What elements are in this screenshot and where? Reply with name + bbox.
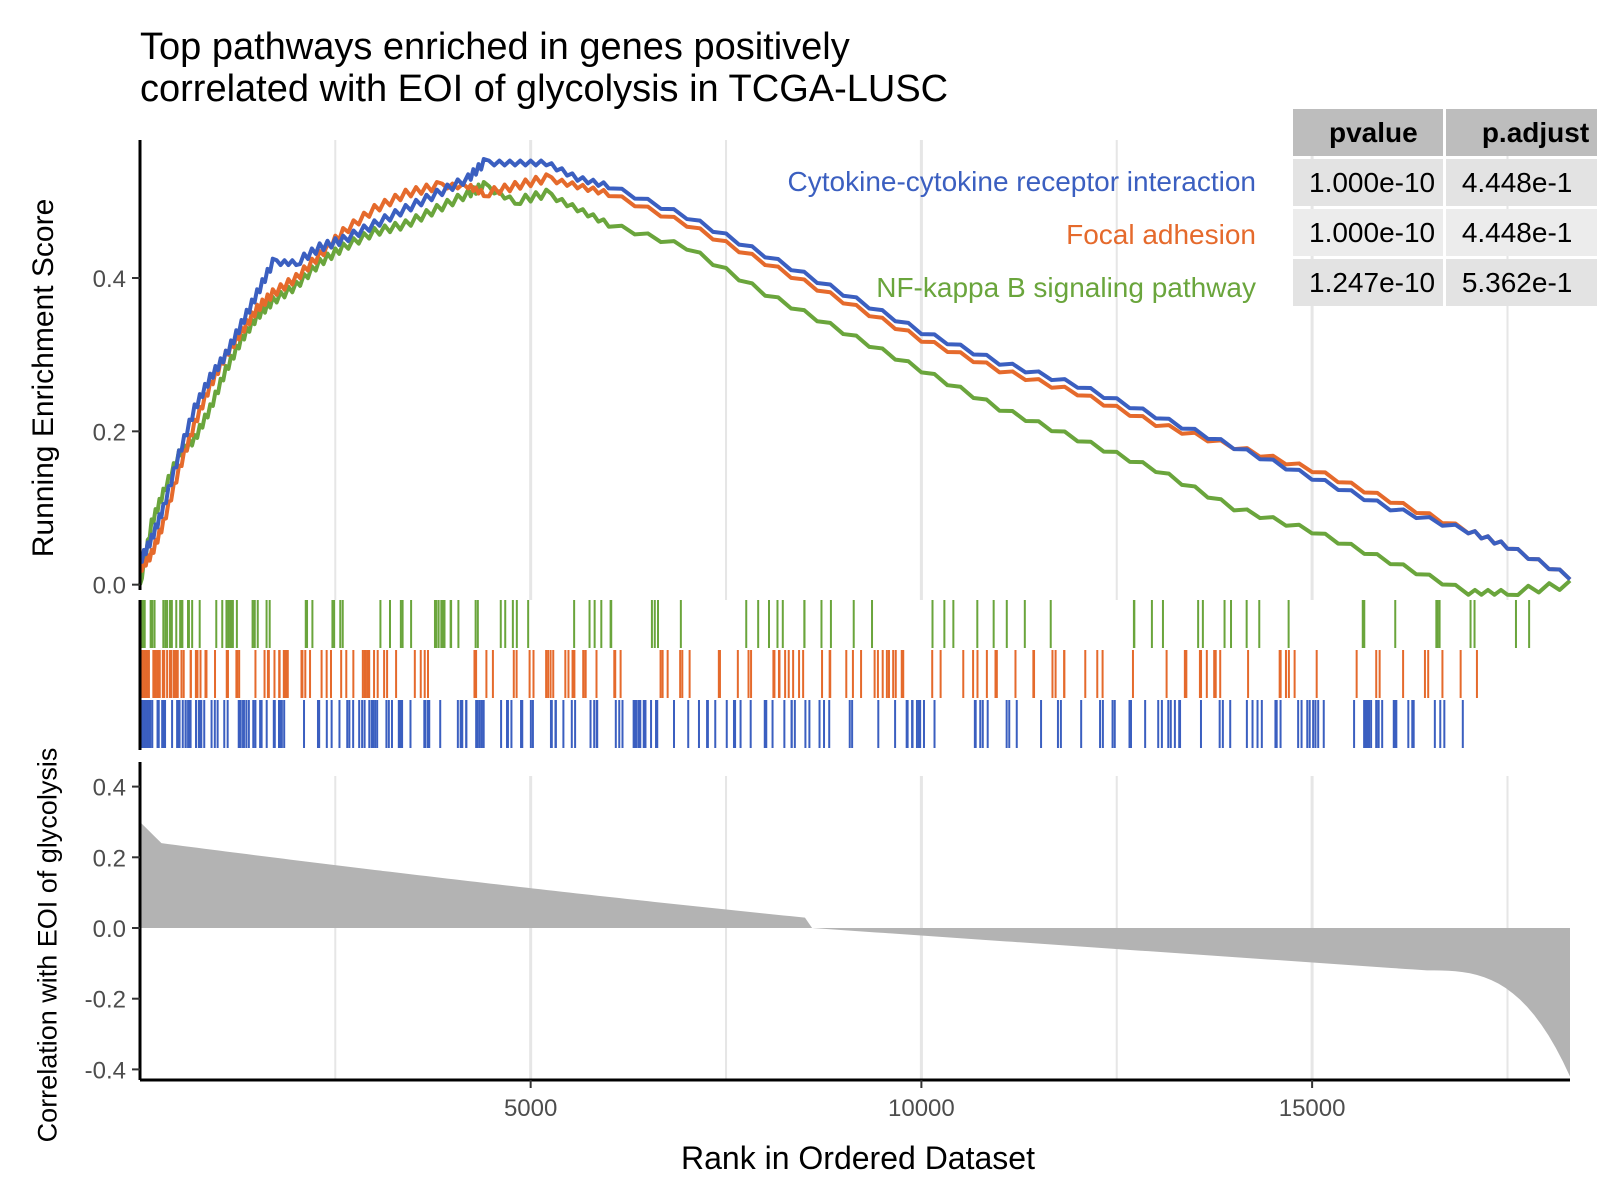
table-cell: 1.000e-10 — [1293, 159, 1443, 206]
table-cell: 4.448e-1 — [1445, 159, 1597, 206]
y-tick-label-bottom: 0.0 — [93, 916, 126, 943]
chart-title: Top pathways enriched in genes positivel… — [140, 26, 948, 110]
stats-table: pvalue p.adjust 1.000e-10 4.448e-1 1.000… — [1290, 106, 1600, 309]
y-tick-label-bottom: -0.2 — [85, 987, 126, 1014]
table-row: 1.247e-10 5.362e-1 — [1293, 259, 1597, 306]
table-cell: 1.000e-10 — [1293, 209, 1443, 256]
legend-label-cytokine: Cytokine-cytokine receptor interaction — [787, 166, 1256, 197]
x-tick-label: 10000 — [888, 1095, 955, 1122]
axis-ticks: 0.0 0.2 0.4 -0.4 -0.2 0.0 0.2 0.4 5000 10000 15000 — [85, 266, 1346, 1122]
table-header-pvalue: pvalue — [1293, 109, 1443, 156]
chart-title-line-1: Top pathways enriched in genes positivel… — [140, 26, 850, 68]
table-cell: 5.362e-1 — [1445, 259, 1597, 306]
y-tick-label-top: 0.0 — [93, 573, 126, 600]
gene-hit-ticks — [138, 600, 1531, 748]
table-row: 1.000e-10 4.448e-1 — [1293, 159, 1597, 206]
table-cell: 4.448e-1 — [1445, 209, 1597, 256]
ranked-metric-area — [140, 821, 1570, 1077]
es-line — [138, 180, 1572, 598]
table-row: 1.000e-10 4.448e-1 — [1293, 209, 1597, 256]
enrichment-lines — [138, 157, 1572, 598]
y-tick-label-bottom: 0.4 — [93, 775, 126, 802]
table-cell: 1.247e-10 — [1293, 259, 1443, 306]
y-axis-label-enrichment: Running Enrichment Score — [27, 198, 60, 558]
y-tick-label-top: 0.4 — [93, 266, 126, 293]
axes — [138, 140, 1570, 1082]
chart-title-line-2: correlated with EOI of glycolysis in TCG… — [140, 68, 949, 110]
legend-label-focal-adhesion: Focal adhesion — [1066, 219, 1256, 250]
ranked-metric-area — [140, 821, 1570, 1077]
es-line — [139, 157, 1572, 581]
y-tick-label-top: 0.2 — [93, 419, 126, 446]
x-tick-label: 15000 — [1279, 1095, 1346, 1122]
x-tick-label: 5000 — [504, 1095, 557, 1122]
y-tick-label-bottom: 0.2 — [93, 845, 126, 872]
legend-label-nfkb: NF-kappa B signaling pathway — [876, 272, 1256, 303]
y-tick-label-bottom: -0.4 — [85, 1057, 126, 1084]
y-axis-label-correlation: Correlation with EOI of glycolysis — [32, 747, 63, 1143]
table-header-padjust: p.adjust — [1445, 109, 1597, 156]
x-axis-label: Rank in Ordered Dataset — [681, 1140, 1035, 1176]
